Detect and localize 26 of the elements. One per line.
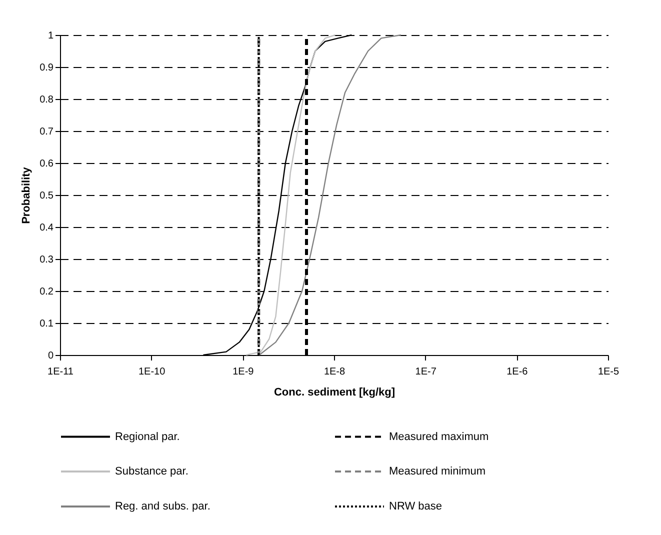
x-tick-label: 1E-6 bbox=[506, 366, 528, 378]
x-tick-label: 1E-10 bbox=[138, 366, 166, 378]
y-tick-label: 0.8 bbox=[40, 94, 54, 106]
legend-label: Reg. and subs. par. bbox=[115, 500, 210, 512]
legend-label: Measured maximum bbox=[389, 430, 489, 443]
y-tick-label: 0.5 bbox=[40, 190, 54, 202]
x-tick-label: 1E-11 bbox=[48, 366, 74, 378]
legend-label: Substance par. bbox=[115, 466, 188, 478]
legend-label: Regional par. bbox=[115, 430, 180, 443]
legend-label: NRW base bbox=[389, 500, 442, 512]
x-tick-label: 1E-7 bbox=[415, 366, 437, 378]
y-tick-label: 0.1 bbox=[40, 318, 54, 330]
y-tick-label: 0.7 bbox=[40, 126, 54, 138]
x-axis-title: Conc. sediment [kg/kg] bbox=[274, 386, 396, 398]
legend-label: Measured minimum bbox=[389, 466, 486, 478]
x-tick-label: 1E-5 bbox=[598, 366, 620, 378]
y-tick-label: 1 bbox=[48, 30, 54, 42]
y-tick-label: 0.2 bbox=[40, 286, 54, 298]
y-tick-label: 0.6 bbox=[40, 158, 54, 170]
y-tick-label: 0 bbox=[48, 350, 54, 362]
y-axis-title: Probability bbox=[20, 166, 33, 224]
x-tick-label: 1E-9 bbox=[232, 366, 254, 378]
y-tick-label: 0.4 bbox=[40, 222, 54, 234]
y-tick-label: 0.9 bbox=[40, 62, 54, 74]
y-tick-label: 0.3 bbox=[40, 254, 54, 266]
x-tick-label: 1E-8 bbox=[324, 366, 346, 378]
